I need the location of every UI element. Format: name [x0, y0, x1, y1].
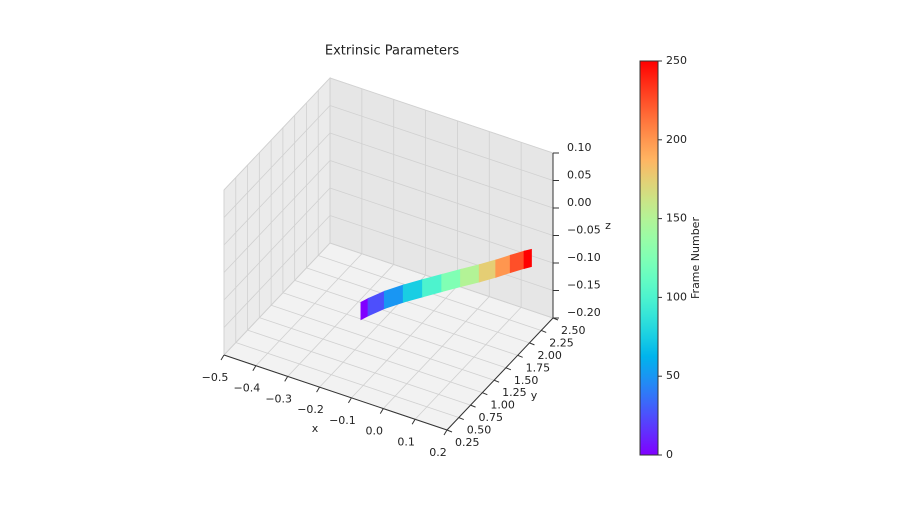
trajectory-segment: [523, 248, 532, 269]
grid-line: [223, 242, 331, 356]
y-tick-label: 2.25: [549, 336, 574, 349]
y-axis-label: y: [531, 389, 538, 402]
grid-line: [329, 187, 554, 264]
colorbar-tick-label: 200: [666, 133, 687, 146]
grid-line: [223, 215, 331, 328]
grid-line: [223, 160, 331, 273]
grid-line: [351, 285, 458, 399]
z-tick-label: −0.20: [567, 306, 601, 319]
tick-mark: [347, 397, 352, 404]
y-tick-label: 0.50: [467, 424, 492, 437]
tick-mark: [411, 419, 416, 425]
tick-mark: [252, 365, 257, 371]
tick-mark: [505, 367, 512, 371]
chart-title: Extrinsic Parameters: [325, 44, 459, 59]
tick-mark: [443, 429, 448, 436]
grid-line: [329, 215, 554, 291]
x-tick-label: −0.3: [265, 392, 292, 405]
z-tick-label: 0.00: [567, 196, 592, 209]
grid-line: [282, 292, 507, 369]
trajectory-segment: [509, 250, 526, 274]
grid-line: [294, 279, 518, 356]
x-axis-label: x: [312, 422, 319, 435]
grid-line: [223, 77, 331, 191]
y-tick-label: 0.75: [479, 411, 504, 424]
x-axis: [223, 354, 448, 431]
z-tick-label: −0.05: [567, 224, 601, 237]
grid-line: [287, 264, 395, 377]
grid-line: [255, 253, 363, 366]
tick-mark: [316, 386, 321, 393]
grid-line: [414, 307, 522, 420]
grid-line: [329, 105, 554, 181]
grid-line: [223, 187, 331, 301]
colorbar: [639, 60, 659, 456]
y-tick-label: 1.00: [490, 399, 515, 412]
grid-line: [329, 132, 554, 209]
grid-line: [270, 304, 495, 381]
colorbar-tick-label: 100: [666, 290, 687, 303]
x-tick-label: −0.2: [297, 403, 324, 416]
y-tick-label: 1.75: [526, 361, 551, 374]
grid-line: [235, 342, 459, 418]
z-tick-label: 0.10: [567, 141, 592, 154]
grid-line: [329, 77, 554, 154]
tick-mark: [482, 392, 488, 396]
tick-mark: [284, 376, 289, 382]
tick-mark: [379, 408, 384, 414]
tick-mark: [541, 329, 547, 333]
colorbar-tick-label: 0: [666, 448, 673, 461]
z-tick-label: −0.15: [567, 279, 601, 292]
grid-line: [329, 160, 554, 236]
x-tick-label: 0.0: [366, 425, 384, 438]
y-tick-label: 1.50: [514, 374, 539, 387]
x-tick-label: 0.2: [429, 446, 447, 459]
x-tick-label: −0.4: [233, 382, 260, 395]
x-tick-label: 0.1: [397, 435, 415, 448]
trajectory-segment: [360, 297, 370, 321]
colorbar-tick-label: 150: [666, 212, 687, 225]
x-tick-label: −0.1: [329, 414, 356, 427]
tick-mark: [458, 417, 464, 421]
y-axis: [446, 317, 554, 431]
colorbar-tick-label: 50: [666, 369, 680, 382]
colorbar-tick-label: 250: [666, 54, 687, 67]
grid-line: [259, 317, 483, 394]
grid-line: [306, 267, 530, 344]
tick-mark: [220, 354, 225, 361]
colorbar-label: Frame Number: [689, 217, 702, 299]
y-tick-label: 1.25: [502, 386, 526, 399]
x-tick-label: −0.5: [202, 371, 229, 384]
tick-mark: [517, 354, 523, 358]
y-tick-label: 0.25: [455, 436, 480, 449]
grid-line: [247, 329, 471, 406]
z-axis-label: z: [605, 219, 611, 232]
tick-mark: [529, 342, 535, 346]
tick-mark: [493, 379, 500, 383]
z-tick-label: 0.05: [567, 169, 592, 182]
tick-mark: [470, 404, 476, 408]
tick-mark: [446, 429, 453, 433]
y-tick-label: 2.00: [537, 349, 562, 362]
z-tick-label: −0.10: [567, 251, 601, 264]
grid-line: [382, 296, 490, 409]
y-tick-label: 2.50: [561, 324, 586, 337]
grid-line: [223, 105, 331, 218]
grid-line: [223, 132, 331, 246]
